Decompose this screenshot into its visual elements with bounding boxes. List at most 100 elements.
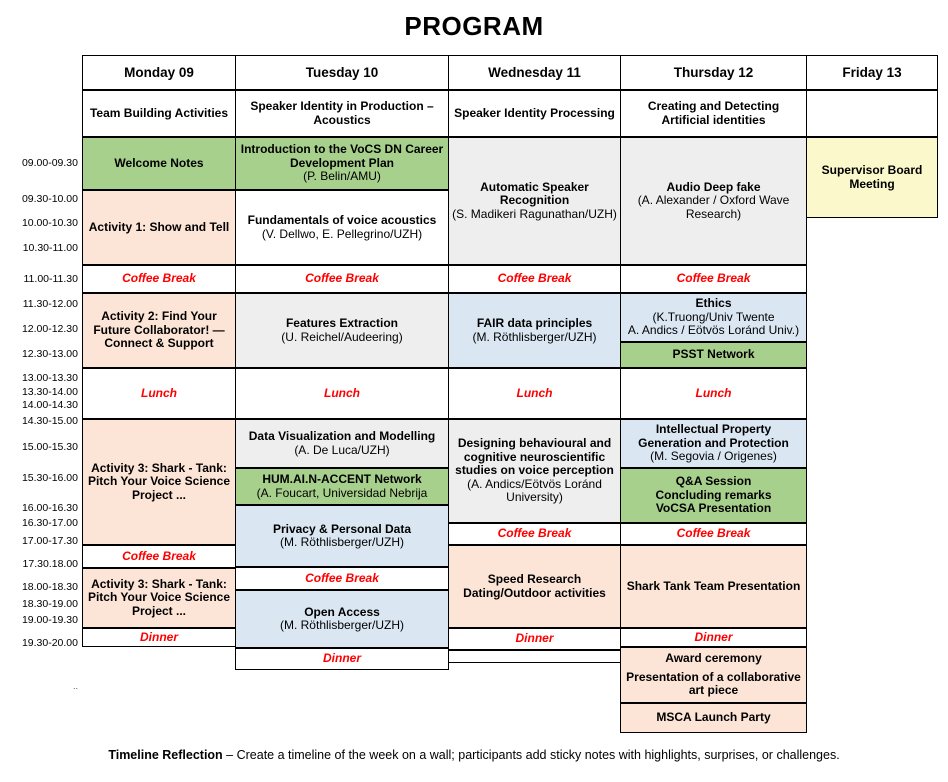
cell-text: Features Extraction: [285, 316, 399, 331]
cell-text: Friday 13: [842, 64, 902, 80]
empty-cell: [448, 650, 621, 663]
break-cell: Dinner: [82, 628, 236, 647]
cell-text: Coffee Break: [305, 570, 379, 585]
cell-text: (S. Madikeri Ragunathan/UZH): [452, 206, 617, 221]
time-label: 16.30-17.00: [21, 517, 78, 529]
time-label: 18.30-19.00: [21, 598, 78, 610]
cell-text: Coffee Break: [122, 548, 196, 563]
time-label: 13.30-14.00: [21, 386, 78, 398]
cell-text: Coffee Break: [497, 526, 572, 541]
schedule-cell: Shark Tank Team Presentation: [620, 545, 807, 628]
schedule-cell: Activity 3: Shark - Tank: Pitch Your Voi…: [82, 419, 236, 545]
cell-text: Lunch: [516, 385, 553, 400]
cell-text: Shark Tank Team Presentation: [626, 578, 801, 593]
break-cell: Lunch: [82, 368, 236, 419]
day-header-friday: Friday 13: [806, 55, 938, 90]
cell-text: Supervisor Board Meeting: [821, 163, 923, 191]
schedule-cell: MSCA Launch Party: [620, 703, 807, 733]
cell-text: Tuesday 10: [305, 64, 379, 80]
schedule-cell: Data Visualization and Modelling (A. De L…: [235, 419, 449, 468]
schedule-cell: Activity 3: Shark - Tank: Pitch Your Voi…: [82, 568, 236, 628]
time-label: 12.00-12.30: [21, 323, 78, 335]
schedule-cell: Open Access (M. Röthlisberger/UZH): [235, 590, 449, 648]
cell-text: Audio Deep fake: [666, 179, 761, 194]
column-monday: Monday 09 Team Building Activities Welcome…: [82, 55, 236, 647]
cell-text: Privacy & Personal Data: [272, 521, 412, 536]
break-cell: Coffee Break: [448, 523, 621, 545]
time-label: 18.00-18.30: [21, 581, 78, 593]
cell-text: HUM.AI.N-ACCENT Network: [262, 472, 422, 487]
topic-header-wednesday: Speaker Identity Processing: [448, 90, 621, 137]
schedule-cell: Supervisor Board Meeting: [806, 137, 938, 218]
time-label: 14.30-15.00: [21, 415, 78, 427]
cell-text: Welcome Notes: [114, 155, 204, 170]
column-thursday: Thursday 12 Creating and Detecting Artifi…: [620, 55, 807, 733]
schedule-cell: Welcome Notes: [82, 137, 236, 190]
cell-text: Designing behavioural and cognitive neur…: [455, 436, 614, 478]
schedule-cell: Introduction to the VoCS DN Career Devel…: [235, 137, 449, 190]
footer-lead: Timeline Reflection: [108, 748, 223, 762]
topic-header-thursday: Creating and Detecting Artificial identi…: [620, 90, 807, 137]
break-cell: Coffee Break: [620, 523, 807, 545]
cell-text: (A. De Luca/UZH): [294, 442, 390, 457]
cell-text: Data Visualization and Modelling: [248, 429, 436, 444]
break-cell: Coffee Break: [235, 265, 449, 293]
break-cell: Dinner: [235, 648, 449, 670]
cell-text: Ethics: [695, 296, 732, 311]
time-label: 11.30-12.00: [22, 298, 78, 310]
cell-text: Thursday 12: [673, 64, 754, 80]
cell-text: Activity 2: Find Your Future Collaborato…: [93, 309, 225, 351]
cell-text: (A. Alexander / Oxford Wave Research): [637, 193, 790, 221]
schedule-cell: Fundamentals of voice acoustics (V. Dellw…: [235, 190, 449, 265]
break-cell: Coffee Break: [448, 265, 621, 293]
cell-text: (A. Foucart, Universidad Nebrija: [256, 485, 428, 500]
cell-text: Creating and Detecting Artificial identi…: [647, 99, 780, 127]
time-label: 15.00-15.30: [21, 441, 78, 453]
cell-text: Automatic Speaker Recognition: [480, 179, 589, 208]
topic-header-tuesday: Speaker Identity in Production – Acousti…: [235, 90, 449, 137]
time-label: 17.00-17.30: [21, 535, 78, 547]
schedule-cell: Intellectual Property Generation and Pro…: [620, 419, 807, 468]
schedule-cell: Award ceremony Presentation of a collabor…: [620, 647, 807, 703]
schedule-cell: Speed Research Dating/Outdoor activities: [448, 545, 621, 628]
cell-text: (M. Röthlisberger/UZH): [279, 535, 405, 549]
time-column: 09.00-09.30 09.30-10.00 10.00-10.30 10.30-1…: [0, 0, 82, 782]
cell-text: Dating/Outdoor activities: [463, 585, 606, 600]
cell-text: (V. Dellwo, E. Pellegrino/UZH): [261, 226, 423, 241]
break-cell: Dinner: [448, 628, 621, 650]
time-label: 09.00-09.30: [21, 157, 78, 169]
cell-text: Coffee Break: [497, 271, 572, 286]
column-wednesday: Wednesday 11 Speaker Identity Processing A…: [448, 55, 621, 663]
cell-text: FAIR data principles: [476, 316, 593, 331]
break-cell: Lunch: [448, 368, 621, 419]
break-cell: Lunch: [235, 368, 449, 419]
cell-text: Intellectual Property Generation and Pro…: [638, 422, 789, 450]
schedule-cell: Automatic Speaker Recognition (S. Madiker…: [448, 137, 621, 265]
schedule-cell: Designing behavioural and cognitive neur…: [448, 419, 621, 523]
cell-text: (M. Röthlisberger/UZH): [472, 329, 597, 344]
topic-header-friday: [806, 90, 938, 137]
schedule-cell: Privacy & Personal Data (M. Röthlisberger…: [235, 505, 449, 567]
day-header-tuesday: Tuesday 10: [235, 55, 449, 90]
cell-text: Team Building Activities: [89, 105, 229, 120]
time-label: 09.30-10.00: [21, 193, 78, 205]
cell-text: (A. Andics/Eötvös Loránd University): [467, 476, 602, 505]
cell-text: Speaker Identity in Production – Acousti…: [250, 99, 434, 127]
cell-text: Concluding remarks: [655, 487, 772, 502]
cell-text: Award ceremony: [665, 651, 762, 666]
time-label: 16.00-16.30: [21, 502, 78, 514]
schedule-cell: Activity 1: Show and Tell: [82, 190, 236, 265]
cell-text: Q&A Session: [675, 474, 752, 489]
cell-text: (U. Reichel/Audeering): [281, 329, 403, 344]
cell-text: Dinner: [515, 631, 554, 646]
schedule-cell: HUM.AI.N-ACCENT Network (A. Foucart, Univ…: [235, 468, 449, 505]
topic-header-monday: Team Building Activities: [82, 90, 236, 137]
time-label: 14.00-14.30: [21, 399, 78, 411]
cell-text: Speaker Identity Processing: [454, 105, 615, 120]
break-cell: Coffee Break: [620, 265, 807, 293]
cell-text: Coffee Break: [305, 271, 379, 286]
schedule-cell: FAIR data principles (M. Röthlisberger/UZ…: [448, 293, 621, 368]
cell-text: Coffee Break: [676, 271, 751, 286]
column-friday: Friday 13 Supervisor Board Meeting: [806, 55, 938, 218]
